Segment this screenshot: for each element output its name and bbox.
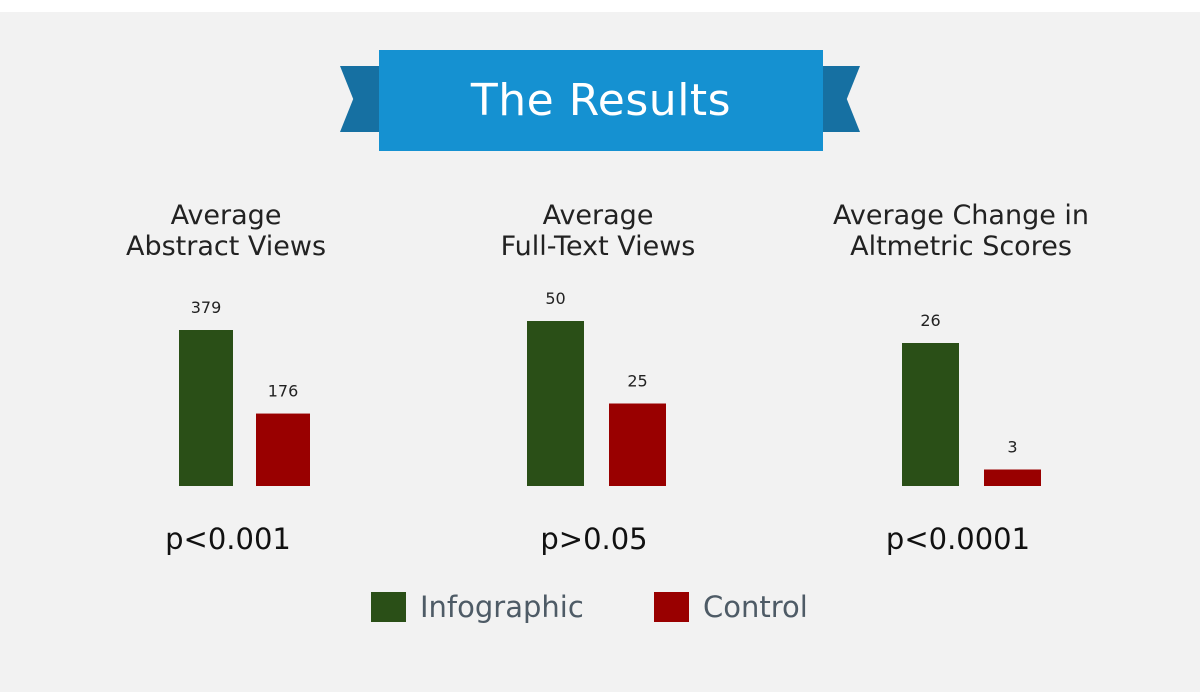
bar-altmetric-scores-control xyxy=(984,469,1041,486)
chart-title-full-text-views: Average Full-Text Views xyxy=(500,200,696,262)
legend-label-infographic: Infographic xyxy=(420,590,584,624)
p-value-full-text-views: p>0.05 xyxy=(540,522,648,556)
data-label-abstract-views-infographic: 379 xyxy=(191,298,222,317)
legend-item-infographic: Infographic xyxy=(371,587,584,627)
data-label-altmetric-scores-infographic: 26 xyxy=(920,311,940,330)
p-value-altmetric-scores: p<0.0001 xyxy=(885,522,1031,556)
data-label-altmetric-scores-control: 3 xyxy=(1007,438,1017,457)
chart-title-abstract-views: Average Abstract Views xyxy=(125,200,327,262)
data-label-full-text-views-infographic: 50 xyxy=(545,289,565,308)
bar-full-text-views-infographic xyxy=(527,321,584,486)
title-banner: The Results xyxy=(379,50,823,151)
p-value-abstract-views: p<0.001 xyxy=(165,522,291,556)
data-label-full-text-views-control: 25 xyxy=(627,372,647,391)
bar-abstract-views-infographic xyxy=(179,330,233,486)
legend-item-control: Control xyxy=(654,587,808,627)
bar-full-text-views-control xyxy=(609,403,666,486)
chart-title-altmetric-scores: Average Change in Altmetric Scores xyxy=(832,200,1090,262)
bar-abstract-views-control xyxy=(256,413,310,486)
bar-altmetric-scores-infographic xyxy=(902,343,959,486)
page-title: The Results xyxy=(470,75,732,126)
legend-swatch-infographic xyxy=(371,592,406,622)
legend-label-control: Control xyxy=(703,590,808,624)
data-label-abstract-views-control: 176 xyxy=(268,382,299,401)
legend-swatch-control xyxy=(654,592,689,622)
